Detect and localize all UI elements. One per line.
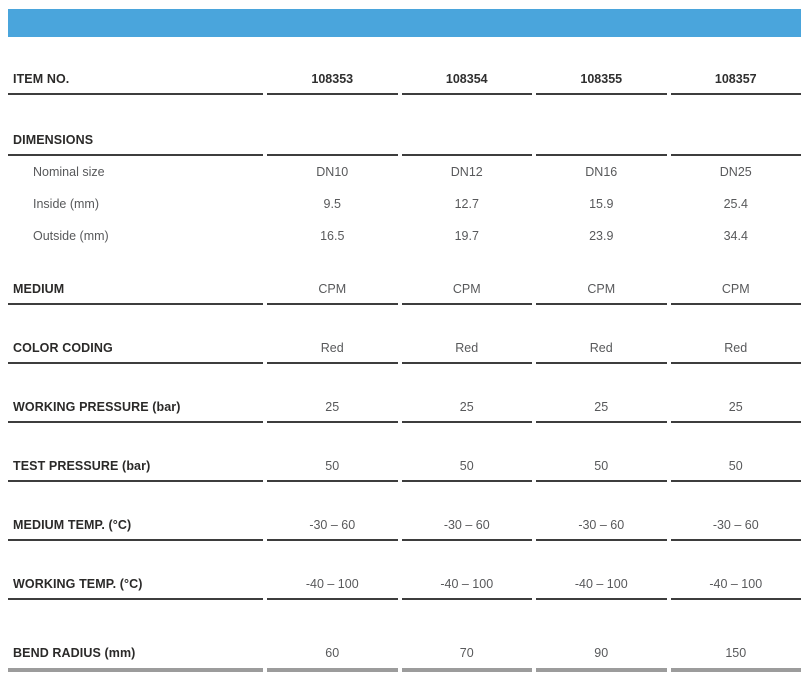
row-value: CPM xyxy=(670,282,801,305)
table-row-bend-radius: BEND RADIUS (mm) 60 70 90 150 xyxy=(8,646,801,672)
row-label: DIMENSIONS xyxy=(8,133,263,156)
table-row-color-coding: COLOR CODING Red Red Red Red xyxy=(8,341,801,364)
row-label: ITEM NO. xyxy=(8,72,263,95)
row-value: -30 – 60 xyxy=(536,518,667,541)
row-value: 25 xyxy=(670,400,801,423)
row-value: 108357 xyxy=(670,72,801,95)
header-accent-bar xyxy=(8,9,801,37)
row-value: CPM xyxy=(401,282,532,305)
row-value: -40 – 100 xyxy=(267,577,398,600)
row-value: 25 xyxy=(267,400,398,423)
row-value: 60 xyxy=(267,646,398,672)
row-value: DN25 xyxy=(719,165,752,179)
row-label: MEDIUM xyxy=(8,282,263,305)
row-label: Outside (mm) xyxy=(33,229,109,243)
table-row-test-pressure: TEST PRESSURE (bar) 50 50 50 50 xyxy=(8,459,801,482)
table-row-working-temp: WORKING TEMP. (°C) -40 – 100 -40 – 100 -… xyxy=(8,577,801,600)
row-label: MEDIUM TEMP. (°C) xyxy=(8,518,263,541)
row-value: -30 – 60 xyxy=(267,518,398,541)
row-label: TEST PRESSURE (bar) xyxy=(8,459,263,482)
row-value: 25 xyxy=(536,400,667,423)
row-value xyxy=(401,147,532,156)
row-value: 23.9 xyxy=(589,229,614,243)
row-value: 50 xyxy=(670,459,801,482)
row-value: -40 – 100 xyxy=(536,577,667,600)
row-value: DN16 xyxy=(585,165,618,179)
row-value: 150 xyxy=(670,646,801,672)
row-value: 16.5 xyxy=(320,229,345,243)
row-value: 19.7 xyxy=(454,229,479,243)
row-label: COLOR CODING xyxy=(8,341,263,364)
table-row-nominal-size: Nominal size DN10 DN12 DN16 DN25 xyxy=(8,156,801,188)
row-value: DN12 xyxy=(450,165,483,179)
row-value: 70 xyxy=(401,646,532,672)
row-value: DN10 xyxy=(316,165,349,179)
row-value: 25 xyxy=(401,400,532,423)
table-row-dimensions-header: DIMENSIONS xyxy=(8,133,801,156)
spec-table: ITEM NO. 108353 108354 108355 108357 DIM… xyxy=(8,72,801,672)
row-value: Red xyxy=(267,341,398,364)
row-label: BEND RADIUS (mm) xyxy=(8,646,263,672)
row-value: 50 xyxy=(401,459,532,482)
row-value: CPM xyxy=(267,282,398,305)
row-label: Inside (mm) xyxy=(33,197,99,211)
row-value: 50 xyxy=(536,459,667,482)
row-value: 108353 xyxy=(267,72,398,95)
row-label: WORKING TEMP. (°C) xyxy=(8,577,263,600)
row-value: -40 – 100 xyxy=(401,577,532,600)
row-value: -30 – 60 xyxy=(670,518,801,541)
row-value: 9.5 xyxy=(323,197,341,211)
row-value xyxy=(670,147,801,156)
table-row-medium-temp: MEDIUM TEMP. (°C) -30 – 60 -30 – 60 -30 … xyxy=(8,518,801,541)
row-value: CPM xyxy=(536,282,667,305)
row-value: 90 xyxy=(536,646,667,672)
table-row-medium: MEDIUM CPM CPM CPM CPM xyxy=(8,282,801,305)
row-value: -30 – 60 xyxy=(401,518,532,541)
row-value: Red xyxy=(401,341,532,364)
row-value: -40 – 100 xyxy=(670,577,801,600)
row-value: 25.4 xyxy=(723,197,748,211)
table-row-working-pressure: WORKING PRESSURE (bar) 25 25 25 25 xyxy=(8,400,801,423)
row-value: Red xyxy=(670,341,801,364)
row-value: Red xyxy=(536,341,667,364)
table-row-outside-mm: Outside (mm) 16.5 19.7 23.9 34.4 xyxy=(8,220,801,252)
row-value: 12.7 xyxy=(454,197,479,211)
row-value: 34.4 xyxy=(723,229,748,243)
row-label: Nominal size xyxy=(33,165,105,179)
table-row-item-no: ITEM NO. 108353 108354 108355 108357 xyxy=(8,72,801,95)
table-row-inside-mm: Inside (mm) 9.5 12.7 15.9 25.4 xyxy=(8,188,801,220)
row-value: 50 xyxy=(267,459,398,482)
row-label: WORKING PRESSURE (bar) xyxy=(8,400,263,423)
row-value: 108354 xyxy=(401,72,532,95)
row-value: 15.9 xyxy=(589,197,614,211)
row-value xyxy=(536,147,667,156)
row-value xyxy=(267,147,398,156)
row-value: 108355 xyxy=(536,72,667,95)
